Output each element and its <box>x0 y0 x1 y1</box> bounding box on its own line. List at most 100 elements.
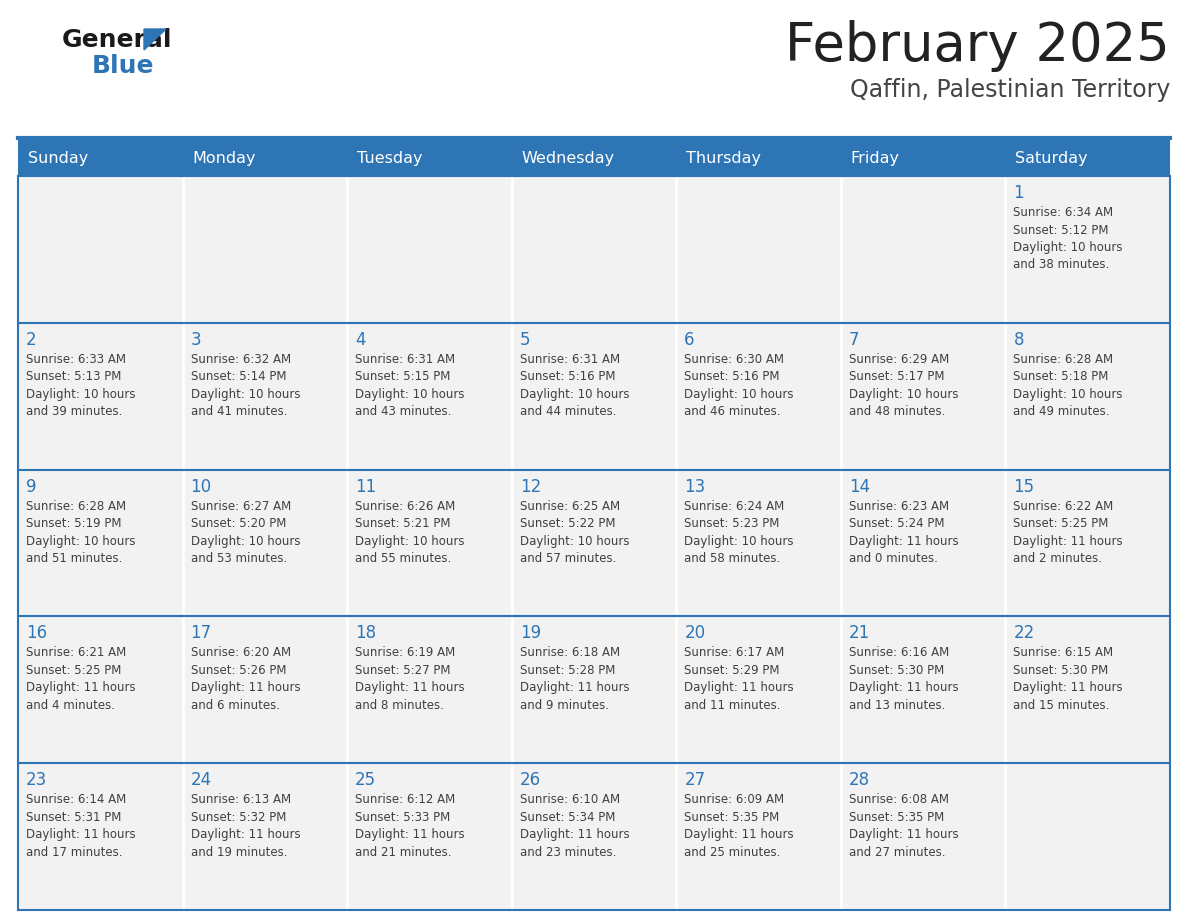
Text: Sunrise: 6:31 AM
Sunset: 5:15 PM
Daylight: 10 hours
and 43 minutes.: Sunrise: 6:31 AM Sunset: 5:15 PM Dayligh… <box>355 353 465 419</box>
Text: 28: 28 <box>849 771 870 789</box>
Bar <box>676 323 841 470</box>
Text: Sunrise: 6:29 AM
Sunset: 5:17 PM
Daylight: 10 hours
and 48 minutes.: Sunrise: 6:29 AM Sunset: 5:17 PM Dayligh… <box>849 353 959 419</box>
Bar <box>18 140 1170 176</box>
Bar <box>183 176 347 323</box>
Bar <box>512 176 676 323</box>
Text: Tuesday: Tuesday <box>358 151 423 165</box>
Text: Sunrise: 6:21 AM
Sunset: 5:25 PM
Daylight: 11 hours
and 4 minutes.: Sunrise: 6:21 AM Sunset: 5:25 PM Dayligh… <box>26 646 135 711</box>
Text: 4: 4 <box>355 330 366 349</box>
Text: Qaffin, Palestinian Territory: Qaffin, Palestinian Territory <box>849 78 1170 102</box>
Text: 2: 2 <box>26 330 37 349</box>
Bar <box>347 470 512 616</box>
Bar <box>841 763 1005 910</box>
Bar <box>1005 763 1170 910</box>
Bar <box>841 470 1005 616</box>
Text: Sunday: Sunday <box>29 151 88 165</box>
Bar <box>18 323 183 470</box>
Text: Sunrise: 6:17 AM
Sunset: 5:29 PM
Daylight: 11 hours
and 11 minutes.: Sunrise: 6:17 AM Sunset: 5:29 PM Dayligh… <box>684 646 794 711</box>
Bar <box>676 176 841 323</box>
Text: 14: 14 <box>849 477 870 496</box>
Text: Sunrise: 6:16 AM
Sunset: 5:30 PM
Daylight: 11 hours
and 13 minutes.: Sunrise: 6:16 AM Sunset: 5:30 PM Dayligh… <box>849 646 959 711</box>
Text: Sunrise: 6:18 AM
Sunset: 5:28 PM
Daylight: 11 hours
and 9 minutes.: Sunrise: 6:18 AM Sunset: 5:28 PM Dayligh… <box>519 646 630 711</box>
Text: 23: 23 <box>26 771 48 789</box>
Text: Sunrise: 6:28 AM
Sunset: 5:19 PM
Daylight: 10 hours
and 51 minutes.: Sunrise: 6:28 AM Sunset: 5:19 PM Dayligh… <box>26 499 135 565</box>
Bar <box>347 176 512 323</box>
Text: 3: 3 <box>190 330 201 349</box>
Bar <box>18 616 183 763</box>
Text: Sunrise: 6:31 AM
Sunset: 5:16 PM
Daylight: 10 hours
and 44 minutes.: Sunrise: 6:31 AM Sunset: 5:16 PM Dayligh… <box>519 353 630 419</box>
Bar <box>512 470 676 616</box>
Text: Sunrise: 6:20 AM
Sunset: 5:26 PM
Daylight: 11 hours
and 6 minutes.: Sunrise: 6:20 AM Sunset: 5:26 PM Dayligh… <box>190 646 301 711</box>
Text: 12: 12 <box>519 477 541 496</box>
Text: 18: 18 <box>355 624 377 643</box>
Text: Friday: Friday <box>851 151 899 165</box>
Bar <box>841 176 1005 323</box>
Polygon shape <box>144 29 166 50</box>
Text: Monday: Monday <box>192 151 257 165</box>
Text: Sunrise: 6:28 AM
Sunset: 5:18 PM
Daylight: 10 hours
and 49 minutes.: Sunrise: 6:28 AM Sunset: 5:18 PM Dayligh… <box>1013 353 1123 419</box>
Text: Sunrise: 6:27 AM
Sunset: 5:20 PM
Daylight: 10 hours
and 53 minutes.: Sunrise: 6:27 AM Sunset: 5:20 PM Dayligh… <box>190 499 301 565</box>
Text: Sunrise: 6:19 AM
Sunset: 5:27 PM
Daylight: 11 hours
and 8 minutes.: Sunrise: 6:19 AM Sunset: 5:27 PM Dayligh… <box>355 646 465 711</box>
Text: 13: 13 <box>684 477 706 496</box>
Bar <box>183 470 347 616</box>
Text: February 2025: February 2025 <box>785 20 1170 72</box>
Bar <box>512 323 676 470</box>
Bar <box>347 763 512 910</box>
Text: 16: 16 <box>26 624 48 643</box>
Text: 9: 9 <box>26 477 37 496</box>
Bar <box>841 323 1005 470</box>
Text: Wednesday: Wednesday <box>522 151 615 165</box>
Text: Sunrise: 6:34 AM
Sunset: 5:12 PM
Daylight: 10 hours
and 38 minutes.: Sunrise: 6:34 AM Sunset: 5:12 PM Dayligh… <box>1013 206 1123 272</box>
Text: Sunrise: 6:26 AM
Sunset: 5:21 PM
Daylight: 10 hours
and 55 minutes.: Sunrise: 6:26 AM Sunset: 5:21 PM Dayligh… <box>355 499 465 565</box>
Text: Sunrise: 6:33 AM
Sunset: 5:13 PM
Daylight: 10 hours
and 39 minutes.: Sunrise: 6:33 AM Sunset: 5:13 PM Dayligh… <box>26 353 135 419</box>
Text: Thursday: Thursday <box>687 151 762 165</box>
Bar <box>347 323 512 470</box>
Text: 10: 10 <box>190 477 211 496</box>
Text: 8: 8 <box>1013 330 1024 349</box>
Bar <box>676 763 841 910</box>
Text: Sunrise: 6:13 AM
Sunset: 5:32 PM
Daylight: 11 hours
and 19 minutes.: Sunrise: 6:13 AM Sunset: 5:32 PM Dayligh… <box>190 793 301 858</box>
Text: Sunrise: 6:25 AM
Sunset: 5:22 PM
Daylight: 10 hours
and 57 minutes.: Sunrise: 6:25 AM Sunset: 5:22 PM Dayligh… <box>519 499 630 565</box>
Text: Sunrise: 6:32 AM
Sunset: 5:14 PM
Daylight: 10 hours
and 41 minutes.: Sunrise: 6:32 AM Sunset: 5:14 PM Dayligh… <box>190 353 301 419</box>
Bar <box>18 470 183 616</box>
Bar <box>1005 470 1170 616</box>
Bar <box>1005 616 1170 763</box>
Text: Sunrise: 6:24 AM
Sunset: 5:23 PM
Daylight: 10 hours
and 58 minutes.: Sunrise: 6:24 AM Sunset: 5:23 PM Dayligh… <box>684 499 794 565</box>
Bar <box>841 616 1005 763</box>
Bar <box>18 176 183 323</box>
Text: 24: 24 <box>190 771 211 789</box>
Bar <box>183 616 347 763</box>
Text: 5: 5 <box>519 330 530 349</box>
Text: 6: 6 <box>684 330 695 349</box>
Text: Sunrise: 6:23 AM
Sunset: 5:24 PM
Daylight: 11 hours
and 0 minutes.: Sunrise: 6:23 AM Sunset: 5:24 PM Dayligh… <box>849 499 959 565</box>
Text: 27: 27 <box>684 771 706 789</box>
Bar <box>676 470 841 616</box>
Text: 26: 26 <box>519 771 541 789</box>
Bar <box>676 616 841 763</box>
Bar <box>347 616 512 763</box>
Text: Sunrise: 6:30 AM
Sunset: 5:16 PM
Daylight: 10 hours
and 46 minutes.: Sunrise: 6:30 AM Sunset: 5:16 PM Dayligh… <box>684 353 794 419</box>
Text: Sunrise: 6:09 AM
Sunset: 5:35 PM
Daylight: 11 hours
and 25 minutes.: Sunrise: 6:09 AM Sunset: 5:35 PM Dayligh… <box>684 793 794 858</box>
Text: Saturday: Saturday <box>1016 151 1088 165</box>
Text: 19: 19 <box>519 624 541 643</box>
Bar <box>183 763 347 910</box>
Text: Sunrise: 6:22 AM
Sunset: 5:25 PM
Daylight: 11 hours
and 2 minutes.: Sunrise: 6:22 AM Sunset: 5:25 PM Dayligh… <box>1013 499 1123 565</box>
Bar <box>1005 323 1170 470</box>
Text: 22: 22 <box>1013 624 1035 643</box>
Text: Sunrise: 6:10 AM
Sunset: 5:34 PM
Daylight: 11 hours
and 23 minutes.: Sunrise: 6:10 AM Sunset: 5:34 PM Dayligh… <box>519 793 630 858</box>
Bar <box>512 763 676 910</box>
Text: 15: 15 <box>1013 477 1035 496</box>
Text: 11: 11 <box>355 477 377 496</box>
Text: 7: 7 <box>849 330 859 349</box>
Text: Sunrise: 6:14 AM
Sunset: 5:31 PM
Daylight: 11 hours
and 17 minutes.: Sunrise: 6:14 AM Sunset: 5:31 PM Dayligh… <box>26 793 135 858</box>
Text: Sunrise: 6:12 AM
Sunset: 5:33 PM
Daylight: 11 hours
and 21 minutes.: Sunrise: 6:12 AM Sunset: 5:33 PM Dayligh… <box>355 793 465 858</box>
Text: 1: 1 <box>1013 184 1024 202</box>
Text: General: General <box>62 28 172 52</box>
Bar <box>18 763 183 910</box>
Bar <box>512 616 676 763</box>
Text: 25: 25 <box>355 771 377 789</box>
Text: Blue: Blue <box>91 54 154 78</box>
Text: 21: 21 <box>849 624 870 643</box>
Bar <box>183 323 347 470</box>
Text: Sunrise: 6:15 AM
Sunset: 5:30 PM
Daylight: 11 hours
and 15 minutes.: Sunrise: 6:15 AM Sunset: 5:30 PM Dayligh… <box>1013 646 1123 711</box>
